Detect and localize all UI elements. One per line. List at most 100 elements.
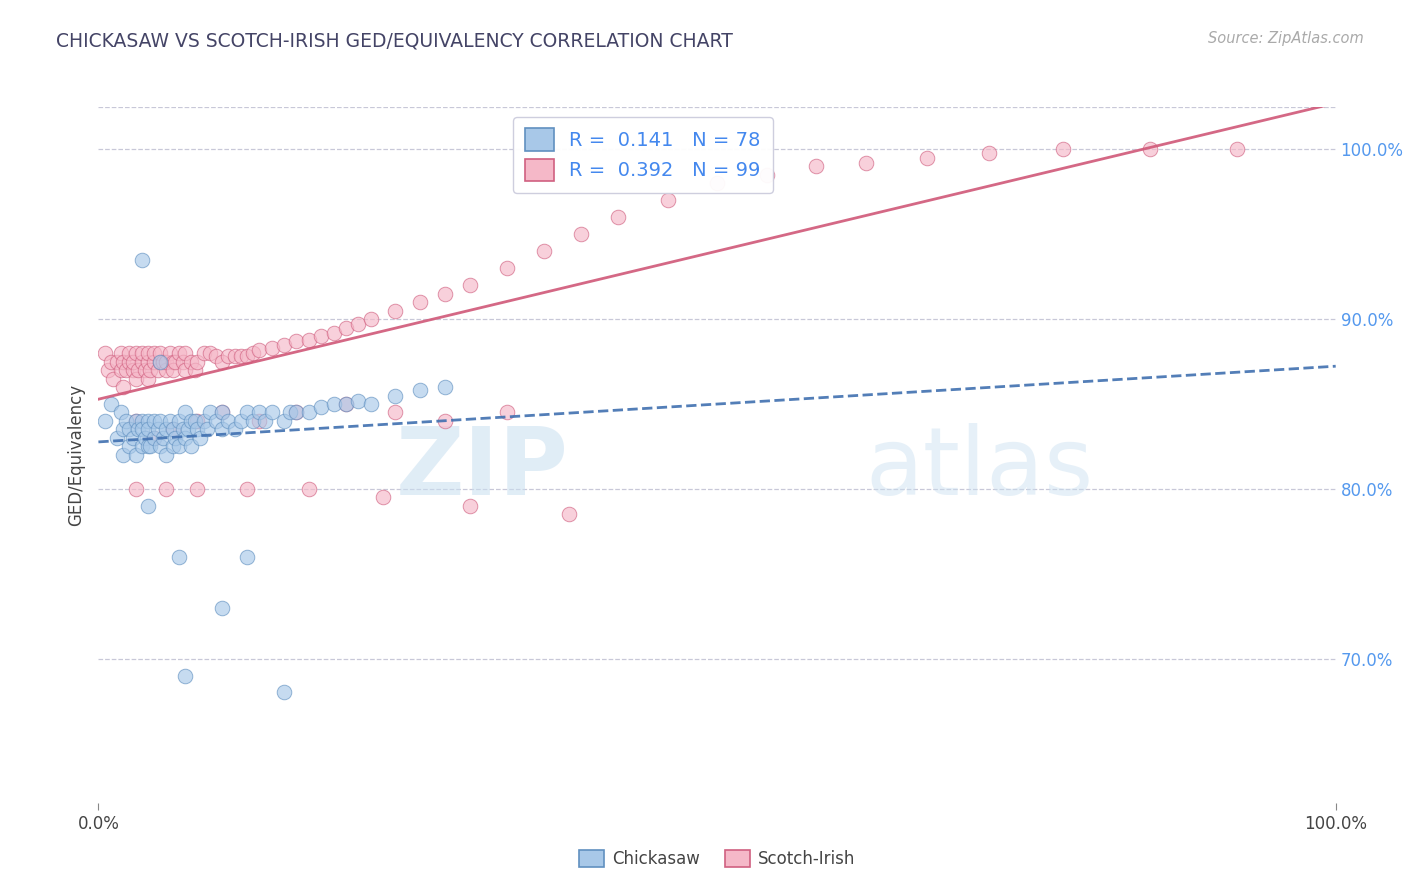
Point	[124, 414, 146, 428]
Point	[155, 482, 177, 496]
Point	[384, 405, 406, 419]
Point	[172, 354, 194, 368]
Point	[143, 414, 166, 428]
Point	[143, 431, 166, 445]
Point	[180, 354, 202, 368]
Point	[198, 405, 221, 419]
Point	[186, 422, 208, 436]
Point	[149, 414, 172, 428]
Point	[186, 482, 208, 496]
Point	[495, 405, 517, 419]
Point	[755, 168, 778, 182]
Point	[143, 431, 166, 445]
Point	[100, 354, 122, 368]
Point	[152, 431, 174, 445]
Point	[236, 549, 259, 564]
Point	[322, 326, 344, 340]
Point	[247, 343, 270, 357]
Point	[193, 346, 215, 360]
Point	[136, 499, 159, 513]
Point	[146, 422, 169, 436]
Point	[347, 393, 370, 408]
Point	[114, 363, 136, 377]
Point	[193, 414, 215, 428]
Point	[176, 422, 198, 436]
Point	[112, 422, 135, 436]
Point	[149, 354, 172, 368]
Point	[118, 439, 141, 453]
Point	[136, 371, 159, 385]
Point	[211, 600, 233, 615]
Text: ZIP: ZIP	[395, 423, 568, 515]
Point	[114, 414, 136, 428]
Point	[285, 334, 308, 349]
Point	[162, 422, 184, 436]
Point	[143, 346, 166, 360]
Point	[122, 354, 145, 368]
Point	[110, 346, 132, 360]
Point	[384, 388, 406, 402]
Point	[149, 354, 172, 368]
Point	[273, 685, 295, 699]
Point	[136, 439, 159, 453]
Point	[105, 431, 128, 445]
Point	[131, 346, 153, 360]
Point	[118, 346, 141, 360]
Point	[211, 354, 233, 368]
Point	[979, 145, 1001, 160]
Point	[100, 397, 122, 411]
Point	[409, 384, 432, 398]
Point	[247, 414, 270, 428]
Point	[165, 431, 187, 445]
Point	[217, 350, 239, 364]
Point	[224, 350, 246, 364]
Point	[131, 354, 153, 368]
Point	[657, 194, 679, 208]
Point	[186, 354, 208, 368]
Point	[198, 346, 221, 360]
Point	[155, 354, 177, 368]
Point	[236, 482, 259, 496]
Point	[495, 261, 517, 276]
Point	[433, 380, 456, 394]
Point	[347, 318, 370, 332]
Point	[155, 422, 177, 436]
Point	[110, 405, 132, 419]
Point	[124, 414, 146, 428]
Point	[195, 422, 218, 436]
Point	[242, 414, 264, 428]
Point	[211, 422, 233, 436]
Point	[180, 414, 202, 428]
Point	[533, 244, 555, 259]
Point	[607, 211, 630, 225]
Point	[131, 422, 153, 436]
Point	[162, 422, 184, 436]
Point	[124, 482, 146, 496]
Point	[136, 414, 159, 428]
Point	[242, 346, 264, 360]
Point	[149, 346, 172, 360]
Point	[134, 431, 156, 445]
Point	[335, 397, 357, 411]
Point	[1139, 143, 1161, 157]
Point	[569, 227, 592, 242]
Point	[804, 160, 827, 174]
Point	[273, 414, 295, 428]
Point	[131, 414, 153, 428]
Point	[384, 303, 406, 318]
Point	[224, 422, 246, 436]
Point	[97, 363, 120, 377]
Point	[139, 439, 162, 453]
Point	[188, 431, 211, 445]
Point	[155, 363, 177, 377]
Point	[131, 252, 153, 267]
Point	[159, 346, 181, 360]
Point	[110, 363, 132, 377]
Point	[285, 405, 308, 419]
Point	[93, 346, 115, 360]
Point	[93, 414, 115, 428]
Point	[131, 439, 153, 453]
Point	[211, 405, 233, 419]
Point	[298, 405, 321, 419]
Point	[557, 508, 579, 522]
